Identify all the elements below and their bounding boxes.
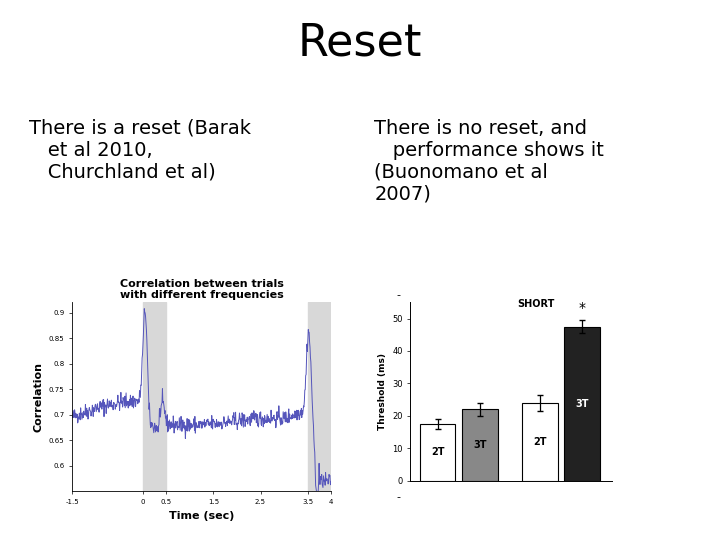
Text: -: - xyxy=(396,492,400,502)
Bar xyxy=(143,302,166,491)
Text: SHORT: SHORT xyxy=(517,299,554,309)
Bar xyxy=(420,424,456,481)
Bar xyxy=(564,327,600,481)
Text: 3T: 3T xyxy=(474,440,487,450)
Title: Correlation between trials
with different frequencies: Correlation between trials with differen… xyxy=(120,279,284,300)
X-axis label: Time (sec): Time (sec) xyxy=(169,511,234,521)
Bar xyxy=(462,409,498,481)
Text: 2T: 2T xyxy=(431,447,444,457)
Text: There is no reset, and
   performance shows it
(Buonomano et al
2007): There is no reset, and performance shows… xyxy=(374,119,604,204)
Text: *: * xyxy=(579,301,586,315)
Y-axis label: Correlation: Correlation xyxy=(33,362,43,432)
Text: There is a reset (Barak
   et al 2010,
   Churchland et al): There is a reset (Barak et al 2010, Chur… xyxy=(29,119,251,182)
Y-axis label: Threshold (ms): Threshold (ms) xyxy=(377,353,387,430)
Text: 3T: 3T xyxy=(575,399,589,409)
Bar xyxy=(307,302,331,491)
Text: 2T: 2T xyxy=(533,437,546,447)
Bar xyxy=(522,403,557,481)
Text: Reset: Reset xyxy=(298,22,422,65)
Text: -: - xyxy=(396,289,400,300)
